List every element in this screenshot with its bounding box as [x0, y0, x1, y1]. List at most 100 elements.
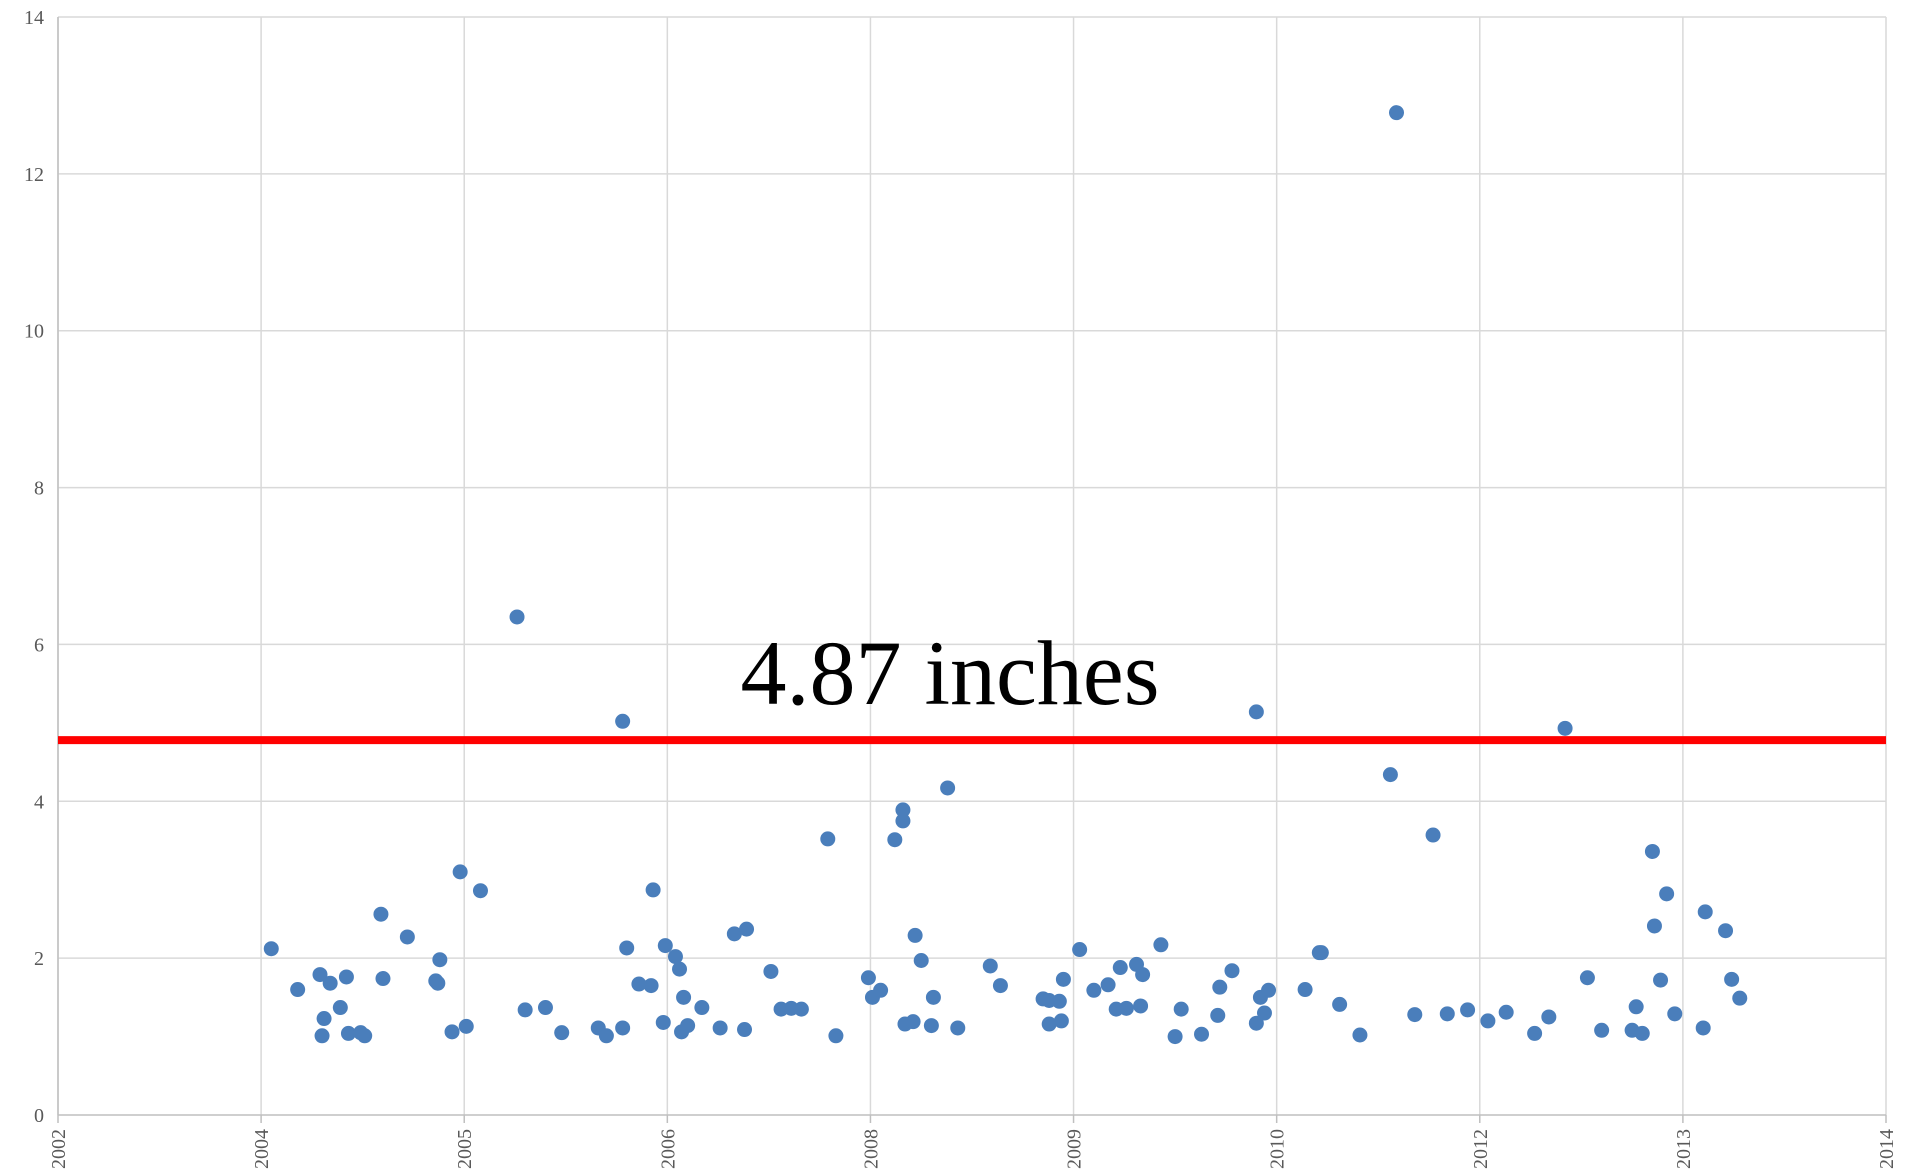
- data-point: [375, 971, 391, 987]
- data-point: [1210, 1007, 1226, 1023]
- x-tick-label: 2002: [48, 1129, 70, 1169]
- data-point: [643, 978, 659, 994]
- y-tick-label: 4: [34, 791, 44, 813]
- data-point: [1382, 767, 1398, 783]
- data-point: [1332, 996, 1348, 1012]
- data-point: [828, 1028, 844, 1044]
- data-point: [694, 1000, 710, 1016]
- data-point: [712, 1020, 728, 1036]
- x-tick-label: 2009: [1064, 1129, 1086, 1169]
- data-point: [290, 982, 306, 998]
- data-point: [322, 975, 338, 991]
- data-point: [913, 952, 929, 968]
- data-point: [1153, 937, 1169, 953]
- data-point: [905, 1014, 921, 1030]
- x-tick-label: 2005: [454, 1129, 476, 1169]
- data-point: [1389, 105, 1405, 121]
- data-point: [615, 1020, 631, 1036]
- data-point: [1460, 1002, 1476, 1018]
- data-point: [887, 832, 903, 848]
- data-point: [1248, 704, 1264, 720]
- data-point: [739, 921, 755, 937]
- data-point: [1718, 923, 1734, 939]
- data-point: [793, 1001, 809, 1017]
- axes: [57, 17, 1887, 1123]
- data-point: [472, 883, 488, 899]
- data-point: [1086, 982, 1102, 998]
- data-point: [631, 976, 647, 992]
- data-point: [982, 958, 998, 974]
- data-point: [726, 926, 742, 942]
- data-point: [676, 989, 692, 1005]
- data-point: [895, 813, 911, 829]
- data-point: [1167, 1029, 1183, 1045]
- data-point: [923, 1018, 939, 1034]
- data-point: [737, 1022, 753, 1038]
- data-point: [895, 802, 911, 818]
- data-point: [509, 609, 525, 625]
- y-tick-label: 12: [24, 164, 44, 186]
- data-point: [1297, 982, 1313, 998]
- data-point: [1100, 977, 1116, 993]
- x-tick-label: 2010: [1267, 1129, 1289, 1169]
- data-point: [1051, 993, 1067, 1009]
- data-point: [1498, 1004, 1514, 1020]
- data-point: [1248, 1015, 1264, 1031]
- data-point: [1653, 972, 1669, 988]
- data-point: [373, 906, 389, 922]
- data-point: [1173, 1001, 1189, 1017]
- y-axis-tick-labels: 0 2 4 6 8 10 12 14: [24, 7, 44, 1127]
- data-point: [680, 1018, 696, 1034]
- data-point: [554, 1025, 570, 1041]
- y-tick-label: 0: [34, 1105, 44, 1127]
- data-point: [1594, 1022, 1610, 1038]
- x-tick-label: 2004: [251, 1129, 273, 1169]
- data-point: [537, 1000, 553, 1016]
- data-point: [316, 1011, 332, 1027]
- data-point: [1659, 886, 1675, 902]
- data-point: [619, 940, 635, 956]
- data-point: [667, 949, 683, 965]
- data-point: [1352, 1027, 1368, 1043]
- data-point: [925, 989, 941, 1005]
- data-point: [1732, 990, 1748, 1006]
- data-point: [357, 1028, 373, 1044]
- data-point: [1212, 979, 1228, 995]
- data-point: [452, 864, 468, 880]
- data-point: [338, 969, 354, 985]
- data-point: [1634, 1025, 1650, 1041]
- data-point: [645, 882, 661, 898]
- data-point: [517, 1002, 533, 1018]
- y-tick-label: 14: [24, 7, 44, 29]
- data-point: [399, 929, 415, 945]
- data-point: [1541, 1009, 1557, 1025]
- threshold-annotation: 4.87 inches: [740, 622, 1159, 724]
- data-point: [444, 1024, 460, 1040]
- data-point: [312, 967, 328, 983]
- data-point: [1425, 827, 1441, 843]
- data-point: [820, 831, 836, 847]
- data-point: [950, 1020, 966, 1036]
- x-tick-label: 2014: [1876, 1129, 1898, 1169]
- gridlines: [57, 16, 1887, 1115]
- data-point: [432, 952, 448, 968]
- x-tick-label: 2013: [1673, 1129, 1695, 1169]
- data-point: [1072, 942, 1088, 958]
- x-tick-label: 2006: [657, 1129, 679, 1169]
- data-point: [1697, 904, 1713, 920]
- data-points: [263, 105, 1748, 1045]
- data-point: [1053, 1013, 1069, 1029]
- data-point: [1407, 1007, 1423, 1023]
- data-point: [1135, 967, 1151, 983]
- data-point: [598, 1028, 614, 1044]
- y-tick-label: 6: [34, 634, 44, 656]
- data-point: [1112, 960, 1128, 976]
- data-point: [763, 963, 779, 979]
- y-tick-label: 10: [24, 321, 44, 343]
- data-point: [1644, 843, 1660, 859]
- data-point: [1118, 1000, 1134, 1016]
- x-tick-label: 2008: [860, 1129, 882, 1169]
- data-point: [1480, 1013, 1496, 1029]
- data-point: [940, 780, 956, 796]
